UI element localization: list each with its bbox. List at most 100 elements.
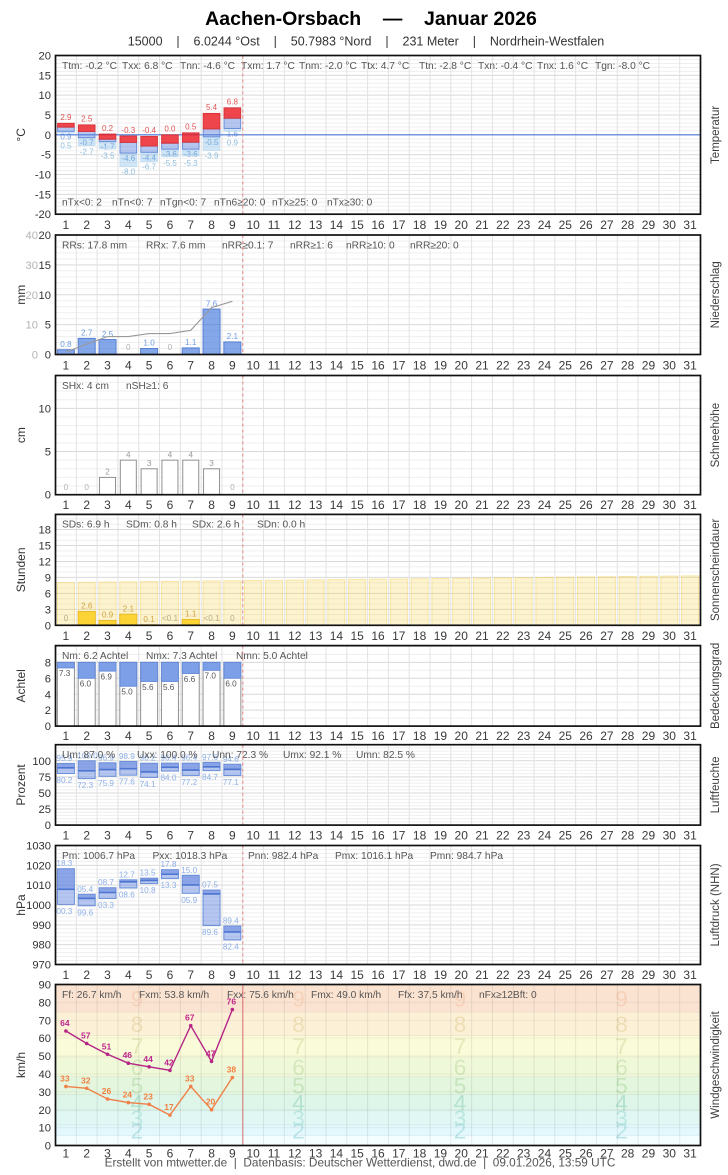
svg-text:20: 20: [26, 290, 38, 302]
svg-text:-3.6: -3.6: [184, 150, 198, 159]
svg-text:24: 24: [538, 358, 552, 372]
svg-text:10: 10: [26, 320, 38, 332]
svg-text:9: 9: [454, 986, 467, 1011]
svg-text:21: 21: [475, 729, 489, 743]
svg-text:1: 1: [63, 629, 70, 643]
svg-text:2: 2: [615, 1118, 628, 1143]
svg-text:19: 19: [434, 629, 448, 643]
svg-text:18: 18: [413, 358, 427, 372]
svg-text:Ttm: -0.2 °C: Ttm: -0.2 °C: [62, 61, 117, 72]
svg-text:33: 33: [60, 1073, 70, 1083]
svg-text:13: 13: [309, 729, 323, 743]
svg-text:25: 25: [559, 218, 573, 232]
svg-text:20: 20: [455, 358, 469, 372]
svg-text:-1.7: -1.7: [101, 143, 115, 152]
svg-text:11: 11: [268, 358, 281, 372]
svg-text:31: 31: [683, 358, 697, 372]
svg-text:18: 18: [413, 729, 427, 743]
svg-text:100.0: 100.0: [77, 751, 98, 760]
svg-text:0: 0: [64, 483, 69, 492]
svg-text:8: 8: [454, 1012, 467, 1037]
svg-text:51: 51: [102, 1041, 112, 1051]
svg-text:2: 2: [83, 968, 90, 982]
svg-text:3: 3: [454, 1106, 467, 1131]
svg-text:13.5: 13.5: [140, 869, 156, 878]
svg-text:8: 8: [208, 629, 215, 643]
svg-text:31: 31: [683, 218, 697, 232]
svg-text:18: 18: [413, 829, 427, 843]
svg-text:4: 4: [188, 450, 193, 459]
svg-text:17: 17: [164, 1102, 174, 1112]
svg-text:3: 3: [104, 1147, 111, 1161]
svg-text:Ttn: -2.8 °C: Ttn: -2.8 °C: [419, 61, 471, 72]
svg-text:5: 5: [615, 1074, 628, 1099]
svg-text:38: 38: [227, 1065, 237, 1075]
svg-text:29: 29: [642, 829, 656, 843]
svg-text:2.1: 2.1: [123, 604, 135, 613]
svg-text:11: 11: [268, 729, 281, 743]
svg-text:0.5: 0.5: [60, 141, 72, 150]
svg-text:-20: -20: [35, 209, 51, 221]
svg-text:Pnn: 982.4 hPa: Pnn: 982.4 hPa: [248, 851, 319, 862]
svg-text:29: 29: [642, 629, 656, 643]
svg-text:3: 3: [104, 218, 111, 232]
svg-text:18: 18: [413, 968, 427, 982]
svg-text:57: 57: [81, 1031, 91, 1041]
svg-text:20: 20: [455, 968, 469, 982]
svg-text:6: 6: [167, 629, 174, 643]
svg-text:980: 980: [32, 940, 51, 952]
svg-text:8: 8: [208, 498, 215, 512]
svg-text:8: 8: [131, 1012, 144, 1037]
svg-text:13: 13: [309, 1147, 323, 1161]
svg-text:28: 28: [621, 729, 635, 743]
svg-text:12.7: 12.7: [119, 870, 135, 879]
svg-text:13: 13: [309, 629, 323, 643]
svg-text:20: 20: [39, 51, 51, 63]
svg-text:3: 3: [104, 829, 111, 843]
svg-text:nTx<0: 2: nTx<0: 2: [62, 198, 102, 209]
svg-text:Nmn: 5.0 Achtel: Nmn: 5.0 Achtel: [236, 651, 308, 662]
svg-text:80.2: 80.2: [56, 776, 72, 785]
svg-text:2: 2: [83, 729, 90, 743]
svg-text:-0.7: -0.7: [80, 139, 94, 148]
svg-text:6: 6: [615, 1055, 628, 1080]
svg-text:31: 31: [683, 629, 697, 643]
svg-text:96.4: 96.4: [160, 754, 176, 763]
svg-text:22: 22: [496, 729, 510, 743]
svg-text:19: 19: [434, 218, 448, 232]
svg-text:4: 4: [45, 689, 51, 701]
svg-text:nRR≥1: 6: nRR≥1: 6: [290, 240, 333, 251]
svg-text:17: 17: [392, 829, 406, 843]
svg-text:8: 8: [292, 1012, 305, 1037]
svg-text:6: 6: [454, 1055, 467, 1080]
svg-text:nSH≥1: 6: nSH≥1: 6: [126, 381, 169, 392]
svg-text:-4.4: -4.4: [142, 153, 156, 162]
svg-text:26: 26: [579, 498, 593, 512]
svg-text:4: 4: [615, 1091, 628, 1116]
svg-text:1.1: 1.1: [185, 610, 197, 619]
svg-text:30: 30: [663, 498, 677, 512]
svg-text:27: 27: [600, 968, 614, 982]
svg-text:1010: 1010: [26, 880, 51, 892]
svg-text:15: 15: [351, 729, 365, 743]
svg-text:0.9: 0.9: [227, 139, 239, 148]
svg-text:1: 1: [63, 968, 70, 982]
svg-text:Sonnenscheindauer: Sonnenscheindauer: [710, 519, 722, 621]
svg-text:6: 6: [167, 829, 174, 843]
svg-text:15: 15: [351, 1147, 365, 1161]
svg-text:nFx≥12Bft: 0: nFx≥12Bft: 0: [479, 990, 537, 1001]
svg-text:17: 17: [392, 968, 406, 982]
svg-text:6: 6: [167, 218, 174, 232]
svg-text:46: 46: [123, 1050, 133, 1060]
svg-text:11: 11: [268, 629, 281, 643]
svg-text:17: 17: [392, 218, 406, 232]
svg-text:Erstellt von mtwetter.de | D: Erstellt von mtwetter.de | Datenbasis: D…: [105, 1156, 616, 1170]
svg-text:6.9: 6.9: [101, 672, 113, 681]
svg-text:23: 23: [517, 629, 531, 643]
svg-text:3: 3: [131, 1106, 144, 1131]
svg-text:18.3: 18.3: [56, 859, 72, 868]
svg-text:3: 3: [104, 498, 111, 512]
svg-text:3: 3: [45, 604, 51, 616]
svg-text:12: 12: [288, 968, 302, 982]
svg-text:Luftfeuchte: Luftfeuchte: [710, 756, 722, 813]
